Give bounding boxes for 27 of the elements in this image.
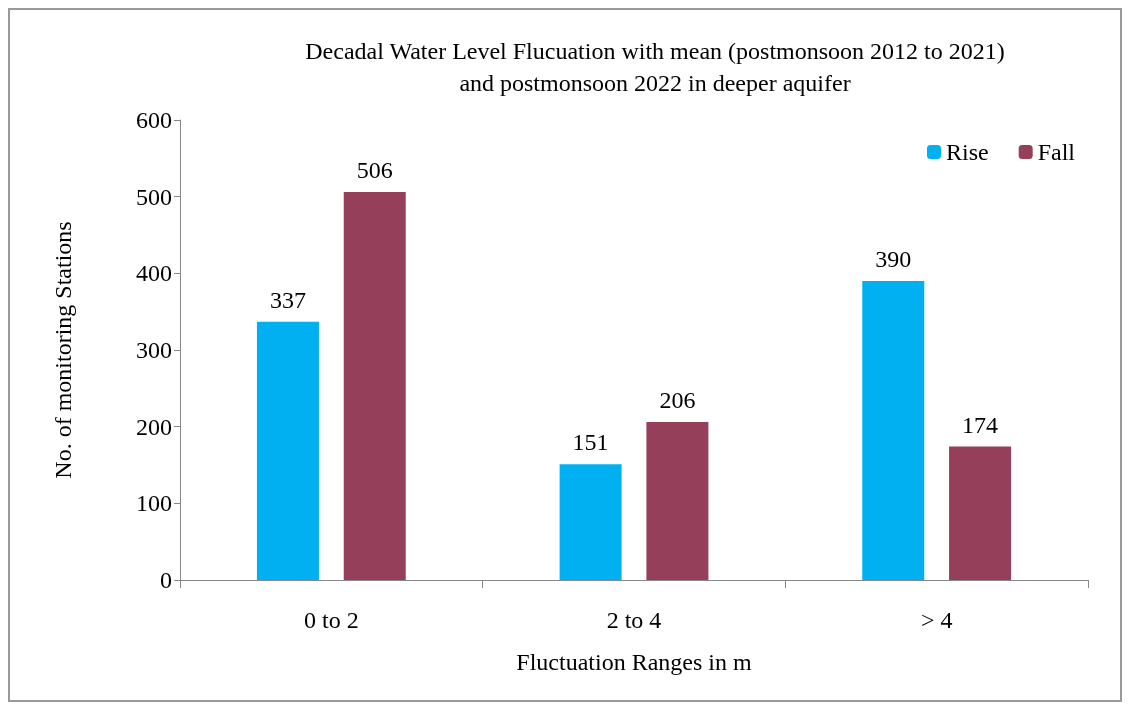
y-tick-label: 200 xyxy=(136,413,172,440)
bar xyxy=(256,321,319,580)
data-label: 506 xyxy=(356,157,393,184)
y-tick-label: 600 xyxy=(136,107,172,133)
bar xyxy=(559,464,622,580)
chart-title: Decadal Water Level Flucuation with mean (postmonsoon 2012 to 2021) and postmonsoon 2022 in deeper aquifer xyxy=(305,38,1005,96)
data-label: 337 xyxy=(269,286,306,313)
data-label: 206 xyxy=(659,387,696,414)
x-axis-title: Fluctuation Ranges in m xyxy=(516,649,752,675)
x-tick-label: > 4 xyxy=(920,607,953,633)
legend-label: Rise xyxy=(946,139,989,165)
x-tick-label: 0 to 2 xyxy=(304,607,359,633)
data-label: 174 xyxy=(962,411,999,438)
bar xyxy=(949,446,1012,580)
y-axis-title: No. of monitoring Stations xyxy=(50,221,76,479)
legend-label: Fall xyxy=(1037,139,1076,165)
data-label: 151 xyxy=(572,429,609,456)
y-tick-label: 500 xyxy=(136,183,172,210)
y-tick-label: 100 xyxy=(136,490,172,517)
y-tick-label: 0 xyxy=(160,567,172,593)
bar xyxy=(862,281,925,580)
bar xyxy=(343,192,406,580)
data-label: 390 xyxy=(875,246,912,272)
x-tick-label: 2 to 4 xyxy=(606,607,662,633)
bar xyxy=(646,422,709,580)
y-tick-label: 300 xyxy=(136,337,172,363)
y-tick-label: 400 xyxy=(136,260,172,287)
